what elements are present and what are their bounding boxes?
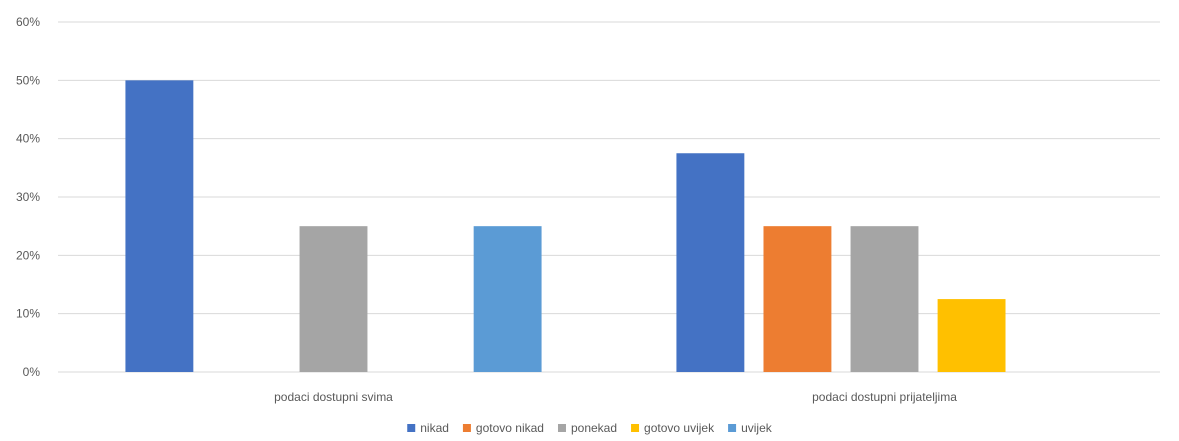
bar-ponekad [299, 226, 368, 372]
bar-uvijek [473, 226, 542, 372]
bars [125, 80, 1006, 372]
bar-nikad [125, 80, 194, 372]
bar-nikad [676, 153, 745, 372]
legend-label: gotovo uvijek [644, 421, 715, 435]
x-category-label: podaci dostupni svima [274, 390, 393, 404]
y-tick-label: 20% [16, 248, 40, 262]
legend-swatch [407, 424, 416, 432]
legend-swatch [728, 424, 737, 432]
y-axis-tick-labels: 0% 10% 20% 30% 40% 50% 60% [16, 15, 40, 379]
legend-swatch [631, 424, 640, 432]
x-category-label: podaci dostupni prijateljima [812, 390, 957, 404]
legend-label: ponekad [571, 421, 617, 435]
x-axis-category-labels: podaci dostupni svima podaci dostupni pri… [274, 390, 957, 404]
legend: nikad gotovo nikad ponekad gotovo uvijek uvi… [407, 421, 773, 435]
legend-label: gotovo nikad [476, 421, 544, 435]
legend-label: nikad [420, 421, 449, 435]
y-tick-label: 60% [16, 15, 40, 29]
bar-gotovo-uvijek [937, 299, 1006, 372]
y-tick-label: 0% [23, 365, 41, 379]
bar-ponekad [850, 226, 919, 372]
y-tick-label: 50% [16, 73, 40, 87]
y-tick-label: 40% [16, 132, 40, 146]
bar-gotovo-nikad [763, 226, 832, 372]
gridlines [58, 21, 1160, 373]
legend-label: uvijek [741, 421, 773, 435]
y-tick-label: 10% [16, 307, 40, 321]
legend-swatch [557, 424, 566, 432]
legend-swatch [462, 424, 471, 432]
y-tick-label: 30% [16, 190, 40, 204]
